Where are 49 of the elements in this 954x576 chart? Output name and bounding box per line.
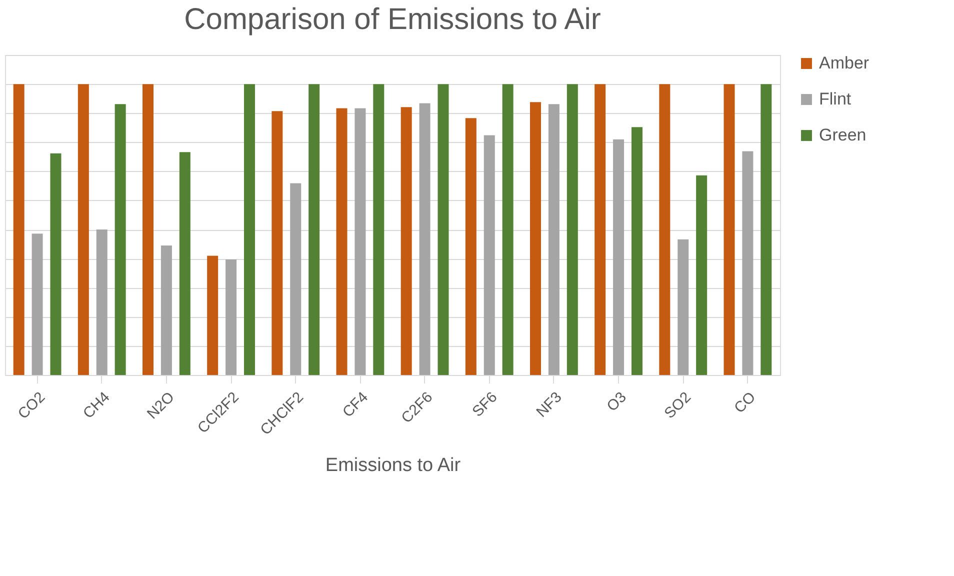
x-tick-label: CO [731,388,760,417]
legend-label: Flint [819,90,852,108]
bar [465,118,476,375]
bar [438,84,449,375]
x-tick-label: SF6 [469,388,501,420]
bar [272,111,283,375]
bar [290,183,302,375]
bar [742,151,754,375]
x-tick-label: O3 [604,388,630,415]
x-tick-label: CO2 [14,388,49,423]
legend-label: Green [819,126,866,144]
bar [160,246,172,375]
bar [226,260,237,375]
bar [13,84,24,375]
bar [678,239,689,375]
bar [179,152,190,375]
bar [548,104,560,375]
bar [142,84,154,375]
x-tick-label: CH4 [80,388,114,422]
bar [613,139,624,375]
bar [354,108,366,375]
bar [336,108,348,375]
bar [419,103,430,375]
bar [631,127,642,375]
bar [78,84,89,375]
bar [502,84,514,375]
x-tick-label: CF4 [339,388,372,421]
bar [50,153,62,375]
bar [724,84,735,375]
bar [696,175,708,375]
bar [207,256,218,375]
bar [96,230,108,375]
x-tick-label: NF3 [533,388,566,421]
bar [308,84,320,375]
bar [760,84,772,375]
x-axis-title: Emissions to Air [325,454,462,476]
bar [400,107,412,375]
legend-label: Amber [819,54,870,72]
bar [530,102,542,375]
bar [244,84,255,375]
bar [659,84,670,375]
bar [484,135,495,375]
bar [114,104,126,375]
bar [373,84,384,375]
x-tick-label: SO2 [661,388,694,422]
bar [32,234,43,375]
bar [594,84,606,375]
bar [566,84,578,375]
chart-title: Comparison of Emissions to Air [184,3,601,36]
